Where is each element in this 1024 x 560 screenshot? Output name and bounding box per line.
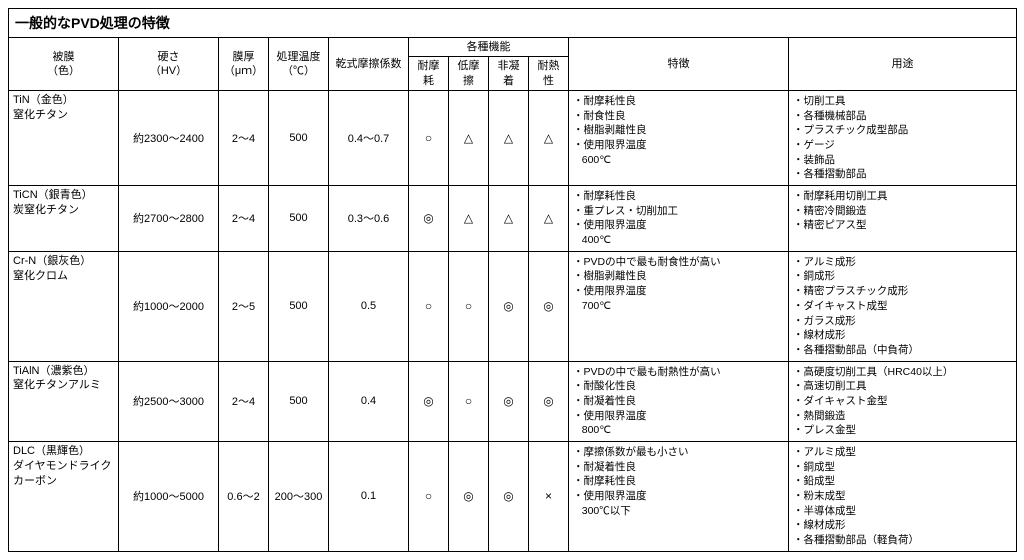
cell-func-3: ◎ [529, 361, 569, 441]
cell-temp: 500 [269, 361, 329, 441]
cell-friction: 0.4 [329, 361, 409, 441]
cell-func-3: ◎ [529, 251, 569, 361]
col-thickness: 膜厚（μｍ） [219, 38, 269, 91]
title-row: 一般的なPVD処理の特徴 [9, 9, 1017, 38]
cell-func-1: ○ [449, 361, 489, 441]
cell-temp: 500 [269, 90, 329, 185]
cell-temp: 500 [269, 251, 329, 361]
table-row: TiAlN（濃紫色）窒化チタンアルミ約2500～30002～45000.4◎○◎… [9, 361, 1017, 441]
table-row: TiN（金色）窒化チタン約2300～24002～45000.4～0.7○△△△・… [9, 90, 1017, 185]
cell-temp: 500 [269, 186, 329, 252]
cell-hardness: 約2500～3000 [119, 361, 219, 441]
col-func-friction: 低摩擦 [449, 57, 489, 91]
col-func-adhesion: 非凝着 [489, 57, 529, 91]
cell-func-2: △ [489, 90, 529, 185]
cell-friction: 0.1 [329, 442, 409, 552]
cell-features: ・耐摩耗性良・重プレス・切削加工・使用限界温度 400℃ [569, 186, 789, 252]
cell-friction: 0.4～0.7 [329, 90, 409, 185]
col-hardness: 硬さ（HV） [119, 38, 219, 91]
cell-func-2: △ [489, 186, 529, 252]
cell-func-0: ○ [409, 90, 449, 185]
col-features: 特徴 [569, 38, 789, 91]
cell-hardness: 約2300～2400 [119, 90, 219, 185]
cell-hardness: 約1000～2000 [119, 251, 219, 361]
cell-func-0: ◎ [409, 361, 449, 441]
cell-features: ・耐摩耗性良・耐食性良・樹脂剥離性良・使用限界温度 600℃ [569, 90, 789, 185]
cell-friction: 0.3～0.6 [329, 186, 409, 252]
cell-features: ・PVDの中で最も耐熱性が高い・耐酸化性良・耐凝着性良・使用限界温度 800℃ [569, 361, 789, 441]
cell-coating: TiAlN（濃紫色）窒化チタンアルミ [9, 361, 119, 441]
table-row: Cr-N（銀灰色）窒化クロム約1000～20002～55000.5○○◎◎・PV… [9, 251, 1017, 361]
cell-apps: ・切削工具・各種機械部品・プラスチック成型部品・ゲージ・装飾品・各種摺動部品 [789, 90, 1017, 185]
col-temp: 処理温度（℃） [269, 38, 329, 91]
table-title: 一般的なPVD処理の特徴 [9, 9, 1017, 38]
cell-apps: ・高硬度切削工具（HRC40以上）・高速切削工具・ダイキャスト金型・熱間鍛造・プ… [789, 361, 1017, 441]
cell-thickness: 2～4 [219, 90, 269, 185]
cell-apps: ・アルミ成形・銅成形・精密プラスチック成形・ダイキャスト成型・ガラス成形・線材成… [789, 251, 1017, 361]
cell-func-1: △ [449, 186, 489, 252]
cell-func-0: ○ [409, 251, 449, 361]
col-applications: 用途 [789, 38, 1017, 91]
cell-coating: TiN（金色）窒化チタン [9, 90, 119, 185]
header-row-1: 被膜（色） 硬さ（HV） 膜厚（μｍ） 処理温度（℃） 乾式摩擦係数 各種機能 … [9, 38, 1017, 57]
cell-thickness: 0.6～2 [219, 442, 269, 552]
cell-func-0: ◎ [409, 186, 449, 252]
col-functions: 各種機能 [409, 38, 569, 57]
cell-temp: 200～300 [269, 442, 329, 552]
cell-thickness: 2～4 [219, 186, 269, 252]
cell-features: ・PVDの中で最も耐食性が高い・樹脂剥離性良・使用限界温度 700℃ [569, 251, 789, 361]
cell-apps: ・アルミ成型・銅成型・鉛成型・粉末成型・半導体成型・線材成形・各種摺動部品（軽負… [789, 442, 1017, 552]
cell-friction: 0.5 [329, 251, 409, 361]
cell-coating: TiCN（銀青色）炭窒化チタン [9, 186, 119, 252]
table-row: DLC（黒輝色）ダイヤモンドライクカーボン約1000～50000.6～2200～… [9, 442, 1017, 552]
col-coating: 被膜（色） [9, 38, 119, 91]
pvd-table-wrapper: 一般的なPVD処理の特徴 被膜（色） 硬さ（HV） 膜厚（μｍ） 処理温度（℃）… [8, 8, 1016, 552]
cell-thickness: 2～5 [219, 251, 269, 361]
cell-func-2: ◎ [489, 361, 529, 441]
cell-apps: ・耐摩耗用切削工具・精密冷間鍛造・精密ピアス型 [789, 186, 1017, 252]
cell-func-0: ○ [409, 442, 449, 552]
cell-hardness: 約2700～2800 [119, 186, 219, 252]
cell-thickness: 2～4 [219, 361, 269, 441]
table-row: TiCN（銀青色）炭窒化チタン約2700～28002～45000.3～0.6◎△… [9, 186, 1017, 252]
cell-func-2: ◎ [489, 251, 529, 361]
col-friction: 乾式摩擦係数 [329, 38, 409, 91]
col-func-heat: 耐熱性 [529, 57, 569, 91]
cell-func-1: ○ [449, 251, 489, 361]
cell-hardness: 約1000～5000 [119, 442, 219, 552]
col-func-wear: 耐摩耗 [409, 57, 449, 91]
table-body: TiN（金色）窒化チタン約2300～24002～45000.4～0.7○△△△・… [9, 90, 1017, 551]
cell-features: ・摩擦係数が最も小さい・耐凝着性良・耐摩耗性良・使用限界温度 300℃以下 [569, 442, 789, 552]
cell-coating: DLC（黒輝色）ダイヤモンドライクカーボン [9, 442, 119, 552]
cell-func-2: ◎ [489, 442, 529, 552]
cell-func-1: △ [449, 90, 489, 185]
cell-func-1: ◎ [449, 442, 489, 552]
cell-func-3: × [529, 442, 569, 552]
cell-func-3: △ [529, 90, 569, 185]
cell-func-3: △ [529, 186, 569, 252]
cell-coating: Cr-N（銀灰色）窒化クロム [9, 251, 119, 361]
pvd-table: 一般的なPVD処理の特徴 被膜（色） 硬さ（HV） 膜厚（μｍ） 処理温度（℃）… [8, 8, 1017, 552]
